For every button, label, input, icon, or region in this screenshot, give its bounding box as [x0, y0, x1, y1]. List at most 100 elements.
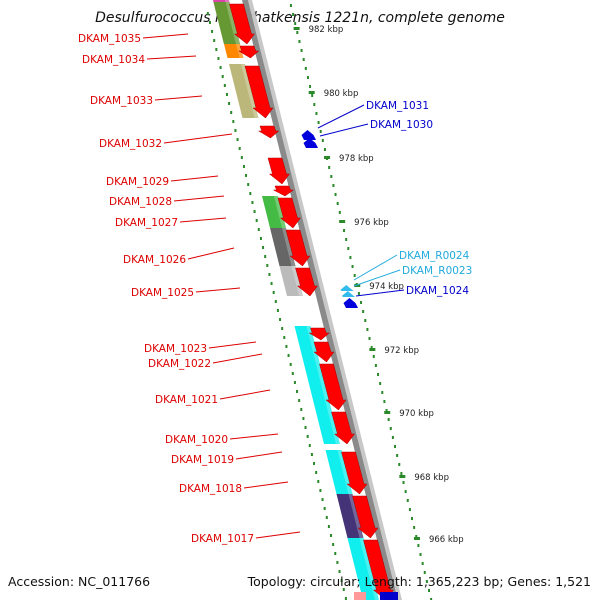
scale-dot — [323, 148, 326, 151]
inner-dot — [270, 282, 273, 285]
gene-label[interactable]: DKAM_1021 — [155, 394, 218, 406]
cog-bar — [224, 44, 244, 58]
inner-dot — [247, 183, 250, 186]
scale-dot — [296, 31, 299, 34]
inner-dot — [253, 210, 256, 213]
scale-dot — [417, 544, 420, 547]
inner-dot — [283, 336, 286, 339]
scale-dot — [381, 391, 384, 394]
scale-dot — [319, 130, 322, 133]
gene-label[interactable]: DKAM_1019 — [171, 454, 234, 466]
gene-arrow-forward[interactable] — [295, 267, 318, 297]
scale-dot — [406, 499, 409, 502]
gene-label[interactable]: DKAM_1023 — [144, 343, 207, 355]
inner-dot — [315, 471, 318, 474]
inner-dot — [257, 228, 260, 231]
gene-arrow-reverse[interactable] — [340, 285, 354, 291]
gene-arrow-forward[interactable] — [319, 363, 347, 411]
label-leader — [229, 433, 279, 440]
label-leader — [355, 289, 405, 297]
scale-dot — [353, 274, 356, 277]
gene-label[interactable]: DKAM_1025 — [131, 287, 194, 299]
gene-label[interactable]: DKAM_1026 — [123, 254, 186, 266]
gene-label[interactable]: DKAM_1020 — [165, 434, 228, 446]
inner-dot — [338, 570, 341, 573]
gene-arrow-forward[interactable] — [341, 451, 368, 495]
inner-dot — [206, 12, 209, 15]
inner-dot — [236, 138, 239, 141]
inner-dot — [219, 66, 222, 69]
scale-dot — [423, 571, 426, 574]
gene-arrow-forward[interactable] — [237, 45, 260, 59]
scale-dot — [315, 112, 318, 115]
scale-dot — [415, 535, 418, 538]
gene-arrow-forward[interactable] — [308, 327, 330, 341]
scale-tick-label: 978 kbp — [339, 154, 374, 164]
inner-dot — [302, 417, 305, 420]
inner-dot — [251, 201, 254, 204]
scale-dot — [394, 445, 397, 448]
gene-arrow-forward[interactable] — [331, 411, 355, 445]
scale-ticks: 982 kbp 980 kbp 978 kbp 976 kbp 974 kbp 972 k… — [293, 25, 464, 545]
label-leader — [195, 287, 241, 293]
gene-arrow-forward[interactable] — [352, 495, 379, 539]
gene-arrow-forward[interactable] — [277, 197, 301, 229]
gene-label[interactable]: DKAM_1022 — [148, 358, 211, 370]
inner-dot — [293, 381, 296, 384]
gene-arrow-reverse[interactable] — [303, 138, 319, 148]
label-leader — [317, 104, 365, 129]
gene-label[interactable]: DKAM_1029 — [106, 176, 169, 188]
gene-arrow-forward[interactable] — [257, 125, 280, 139]
inner-dot — [230, 111, 233, 114]
inner-dot — [340, 579, 343, 582]
gene-label[interactable]: DKAM_1027 — [115, 217, 178, 229]
gene-arrow-forward[interactable] — [229, 3, 255, 45]
gene-label[interactable]: DKAM_R0023 — [402, 265, 472, 277]
gene-label[interactable]: DKAM_1030 — [370, 119, 433, 131]
scale-dot — [398, 463, 401, 466]
gene-arrow-reverse[interactable] — [343, 298, 359, 308]
gene-label[interactable]: DKAM_1017 — [191, 533, 254, 545]
scale-tick-label: 966 kbp — [429, 535, 464, 545]
gene-label[interactable]: DKAM_R0024 — [399, 250, 470, 262]
label-leader — [219, 389, 271, 400]
inner-dot — [213, 39, 216, 42]
cog-bar — [229, 64, 259, 118]
gene-arrow-forward[interactable] — [285, 229, 311, 267]
gene-label[interactable]: DKAM_1028 — [109, 196, 172, 208]
gene-label[interactable]: DKAM_1032 — [99, 138, 162, 150]
gene-arrow-reverse[interactable] — [341, 291, 356, 297]
inner-dot — [262, 246, 265, 249]
gene-arrow-reverse[interactable] — [301, 130, 317, 140]
topology-text: Topology: circular; Length: 1,365,223 bp… — [247, 574, 591, 589]
scale-dot — [377, 373, 380, 376]
inner-dot — [308, 444, 311, 447]
inner-dot — [344, 597, 347, 600]
gene-arrow-forward[interactable] — [273, 185, 295, 197]
inner-dot — [319, 489, 322, 492]
label-leader — [146, 55, 197, 60]
inner-dot — [291, 372, 294, 375]
gene-arrow-forward[interactable] — [313, 341, 335, 363]
inner-dot — [259, 237, 262, 240]
scale-dot — [292, 13, 295, 16]
gene-label[interactable]: DKAM_1033 — [90, 95, 153, 107]
scale-dot — [413, 526, 416, 529]
gene-label[interactable]: DKAM_1024 — [406, 285, 469, 297]
gene-arrow-forward[interactable] — [267, 157, 290, 185]
scale-dot — [421, 562, 424, 565]
scale-dot — [351, 265, 354, 268]
gene-label[interactable]: DKAM_1035 — [78, 33, 141, 45]
gene-label[interactable]: DKAM_1031 — [366, 100, 429, 112]
inner-dot — [223, 84, 226, 87]
gene-label[interactable]: DKAM_1018 — [179, 483, 242, 495]
gene-label[interactable]: DKAM_1034 — [82, 54, 145, 66]
inner-dot — [268, 273, 271, 276]
label-leader — [179, 217, 227, 223]
scale-dot — [332, 184, 335, 187]
scale-dot — [343, 229, 346, 232]
inner-dot — [279, 318, 282, 321]
gene-arrow-forward[interactable] — [244, 65, 274, 119]
